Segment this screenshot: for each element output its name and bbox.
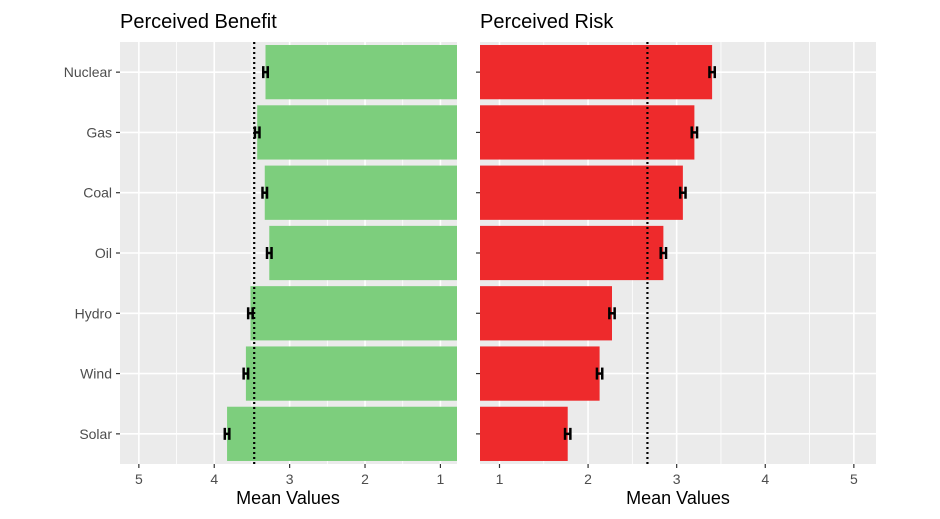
bar-gas-benefit — [257, 105, 457, 160]
bar-nuclear-benefit — [265, 45, 457, 100]
bar-nuclear-risk — [480, 45, 713, 100]
error-bar-solar-risk — [563, 427, 572, 440]
x-tick-label-benefit: 4 — [210, 471, 218, 487]
error-bar-nuclear-risk — [708, 66, 717, 79]
x-axis-label-risk: Mean Values — [626, 488, 730, 508]
bar-gas-risk — [480, 105, 695, 160]
y-tick-label-solar: Solar — [79, 426, 112, 442]
bar-solar-risk — [480, 406, 568, 461]
x-tick-label-risk: 5 — [850, 471, 858, 487]
bar-wind-risk — [480, 346, 600, 401]
error-bar-gas-risk — [690, 126, 699, 139]
x-tick-label-risk: 3 — [673, 471, 681, 487]
x-tick-label-risk: 4 — [761, 471, 769, 487]
x-axis-label-benefit: Mean Values — [236, 488, 340, 508]
panel-perceived-risk: Perceived Risk Mean Values 1 2 3 4 5 — [476, 11, 876, 508]
x-tick-label-benefit: 1 — [437, 471, 445, 487]
y-tick-label-nuclear: Nuclear — [64, 64, 113, 80]
chart-title-benefit: Perceived Benefit — [120, 11, 277, 33]
y-tick-label-hydro: Hydro — [75, 305, 113, 321]
bar-coal-benefit — [264, 165, 457, 220]
error-bar-solar-benefit — [223, 427, 231, 440]
x-tick-label-benefit: 2 — [361, 471, 369, 487]
y-tick-label-coal: Coal — [83, 185, 112, 201]
y-tick-label-oil: Oil — [95, 245, 112, 261]
error-bar-wind-risk — [595, 367, 604, 380]
bar-wind-benefit — [245, 346, 457, 401]
bar-hydro-risk — [480, 286, 612, 341]
panel-perceived-benefit: Perceived Benefit Mean Values 5 4 3 2 1 Nucle… — [64, 11, 457, 508]
bar-hydro-benefit — [250, 286, 457, 341]
bar-oil-risk — [480, 225, 664, 281]
error-bar-hydro-benefit — [246, 307, 254, 320]
error-bar-coal-benefit — [261, 186, 269, 199]
chart-title-risk: Perceived Risk — [480, 11, 614, 33]
error-bar-wind-benefit — [242, 367, 250, 380]
error-bar-oil-benefit — [265, 247, 273, 259]
bar-solar-benefit — [227, 406, 457, 461]
error-bar-nuclear-benefit — [261, 66, 270, 79]
x-tick-label-benefit: 3 — [286, 471, 294, 487]
x-tick-label-risk: 1 — [496, 471, 504, 487]
error-bar-hydro-risk — [608, 307, 616, 320]
bar-coal-risk — [480, 165, 683, 220]
x-tick-label-risk: 2 — [584, 471, 592, 487]
y-tick-label-wind: Wind — [80, 366, 112, 382]
error-bar-coal-risk — [678, 186, 687, 199]
bar-oil-benefit — [269, 225, 457, 281]
error-bar-oil-risk — [659, 247, 668, 259]
x-tick-label-benefit: 5 — [135, 471, 143, 487]
y-tick-label-gas: Gas — [86, 124, 112, 140]
